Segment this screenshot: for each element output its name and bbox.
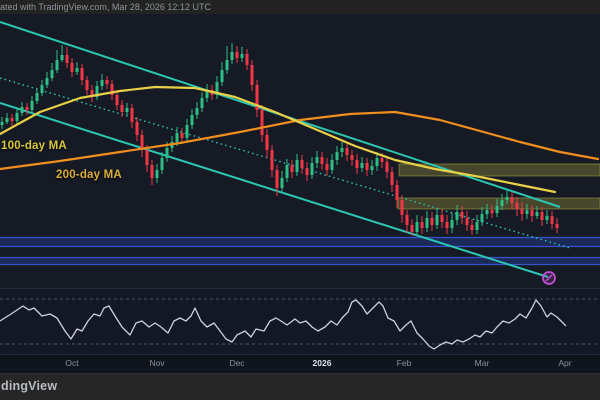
rsi-indicator [0,298,600,350]
time-axis-tick: Oct [65,358,79,368]
ma200-label: 200-day MA [56,169,122,181]
time-axis-tick: 2026 [312,358,332,368]
time-axis[interactable]: Oct Nov Dec 2026 Feb Mar Apr [0,354,600,373]
time-axis-tick: Nov [149,358,165,368]
time-axis-tick: Feb [396,358,412,368]
candlesticks [0,43,559,236]
tradingview-logo[interactable]: dingView [1,379,58,393]
ma200-line [0,110,600,171]
ma100-label: 100-day MA [1,140,67,152]
resistance-zones [397,163,600,210]
attribution-text: ated with TradingView.com, Mar 28, 2026 … [0,2,211,12]
time-axis-tick: Apr [558,358,572,368]
ma100-line [0,85,557,194]
footer-bar: dingView [0,373,600,400]
time-axis-tick: Mar [474,358,490,368]
attribution-bar: ated with TradingView.com, Mar 28, 2026 … [0,0,600,14]
support-zones [0,236,600,266]
time-axis-tick: Dec [229,358,245,368]
trendline-end-marker[interactable] [542,271,556,285]
